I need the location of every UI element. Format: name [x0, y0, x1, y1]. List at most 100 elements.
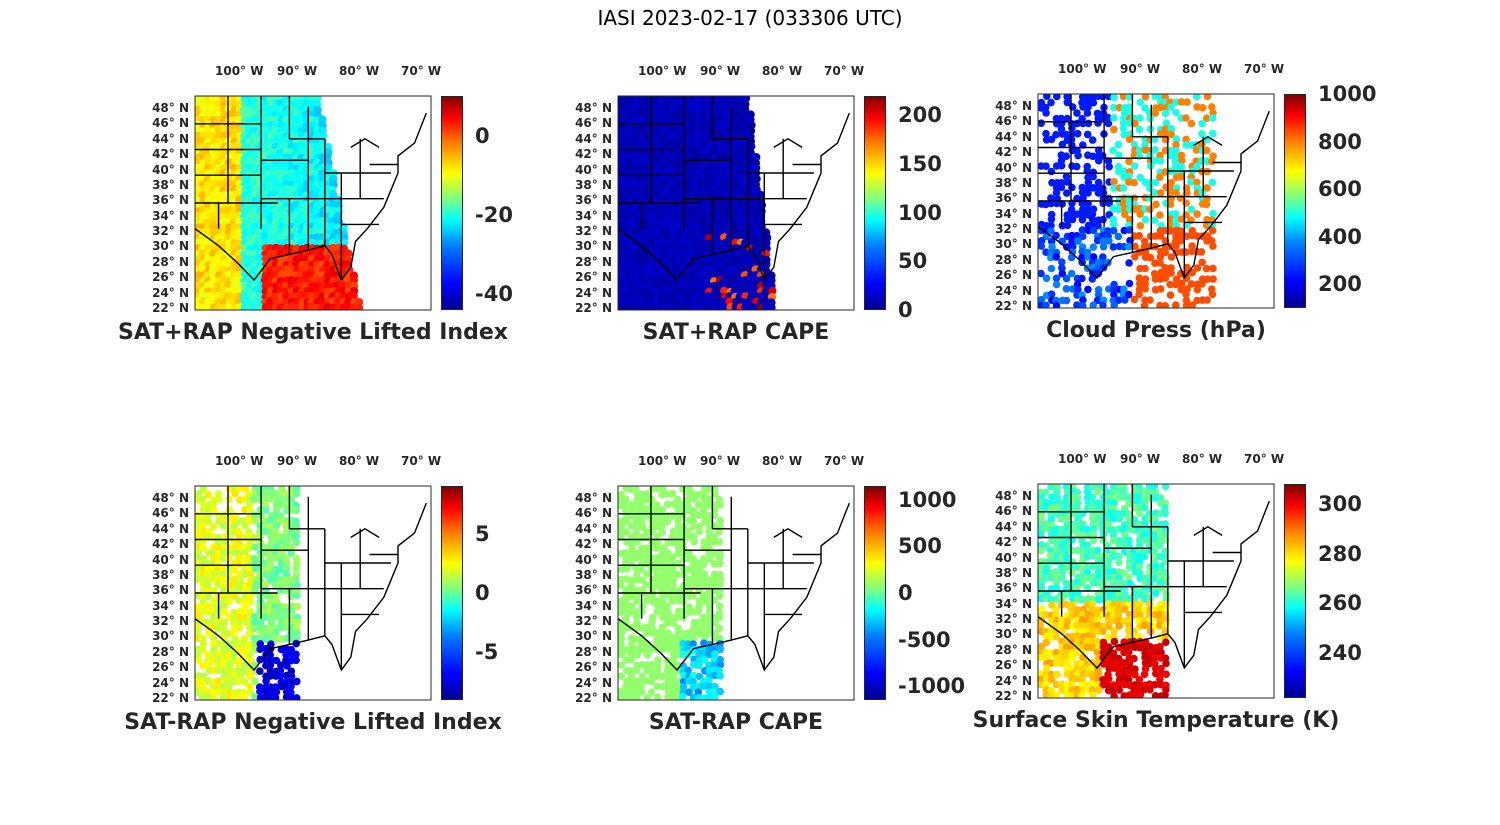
data-point	[1121, 296, 1129, 304]
data-point	[195, 592, 202, 600]
colorbar-tick-label: 1000	[898, 487, 957, 512]
boundary-line	[1038, 500, 1270, 670]
data-point	[1131, 670, 1139, 679]
data-point	[1063, 189, 1071, 197]
data-point	[1110, 220, 1118, 229]
data-point	[204, 602, 213, 611]
data-point	[261, 613, 270, 622]
latitude-label: 42° N	[575, 537, 612, 552]
data-point	[204, 575, 212, 583]
data-point	[1052, 573, 1060, 581]
data-point	[1146, 685, 1154, 694]
data-point	[1109, 204, 1117, 213]
data-point	[1193, 285, 1202, 294]
data-point	[711, 682, 719, 691]
data-point	[1135, 279, 1144, 288]
latitude-label: 24° N	[152, 675, 189, 690]
data-point	[1038, 584, 1046, 592]
data-point	[1062, 653, 1071, 662]
data-point	[668, 131, 677, 141]
data-point	[648, 677, 656, 686]
data-point	[1110, 514, 1118, 523]
data-point	[1130, 178, 1138, 187]
data-point	[1052, 301, 1061, 308]
data-point	[705, 682, 714, 691]
data-point	[1192, 146, 1201, 154]
data-point	[1193, 232, 1201, 240]
data-point	[1047, 264, 1056, 273]
data-point	[1109, 531, 1118, 539]
data-point	[1053, 488, 1061, 496]
data-point	[1067, 269, 1076, 278]
data-point	[1042, 109, 1050, 117]
data-point	[1125, 541, 1133, 550]
data-point	[1078, 232, 1087, 241]
data-point	[209, 506, 218, 514]
data-point	[1110, 103, 1118, 112]
data-point	[621, 495, 630, 503]
data-point	[215, 543, 223, 552]
data-point	[684, 527, 692, 535]
data-point	[1131, 253, 1139, 261]
data-point	[272, 635, 280, 643]
data-point	[1094, 622, 1102, 630]
data-point	[689, 99, 698, 108]
data-point	[1062, 514, 1071, 523]
latitude-label: 40° N	[152, 162, 189, 177]
data-point	[699, 591, 708, 600]
data-point	[219, 624, 228, 632]
data-point	[283, 662, 291, 670]
data-point	[1083, 563, 1092, 572]
data-point	[720, 303, 729, 310]
data-point	[747, 142, 756, 151]
data-point	[1119, 94, 1128, 101]
data-point	[622, 596, 630, 605]
data-point	[1156, 130, 1165, 138]
data-point	[1063, 221, 1072, 230]
data-point	[1182, 199, 1190, 207]
data-point	[1198, 188, 1206, 197]
data-point	[716, 672, 724, 680]
latitude-label: 30° N	[152, 239, 189, 254]
data-point	[1150, 653, 1159, 662]
data-point	[1146, 205, 1154, 214]
data-point	[1047, 290, 1056, 298]
latitude-label: 22° N	[995, 299, 1032, 313]
data-point	[1125, 157, 1133, 166]
data-point	[638, 688, 646, 696]
data-point	[293, 591, 301, 600]
data-point	[266, 661, 275, 669]
map-plot	[1037, 93, 1275, 309]
data-point	[215, 495, 223, 504]
boundary-line	[618, 502, 850, 672]
data-point	[1135, 274, 1144, 282]
data-point	[1084, 226, 1093, 235]
panel-caption: SAT+RAP Negative Lifted Index	[118, 320, 508, 345]
data-point	[1088, 552, 1097, 560]
data-point	[669, 581, 677, 589]
map-frame	[617, 95, 855, 311]
data-point	[250, 618, 259, 626]
data-point	[230, 581, 238, 589]
data-point	[1115, 670, 1123, 678]
longitude-label: 90° W	[1120, 62, 1161, 76]
data-point	[1151, 680, 1159, 689]
data-point	[235, 560, 243, 568]
data-point	[277, 495, 285, 504]
data-point	[1162, 119, 1171, 127]
data-point	[695, 618, 703, 626]
data-point	[1172, 135, 1181, 143]
data-point	[271, 575, 280, 584]
data-point	[1161, 547, 1169, 556]
data-point	[1084, 119, 1093, 128]
data-point	[1084, 189, 1092, 197]
data-point	[632, 517, 640, 525]
data-point	[1140, 685, 1149, 694]
data-point	[292, 694, 301, 700]
data-point	[715, 538, 724, 546]
data-point	[1208, 114, 1217, 122]
boundary-line	[350, 137, 380, 148]
data-point	[1052, 611, 1060, 619]
data-point	[219, 575, 228, 584]
data-point	[1084, 103, 1092, 111]
